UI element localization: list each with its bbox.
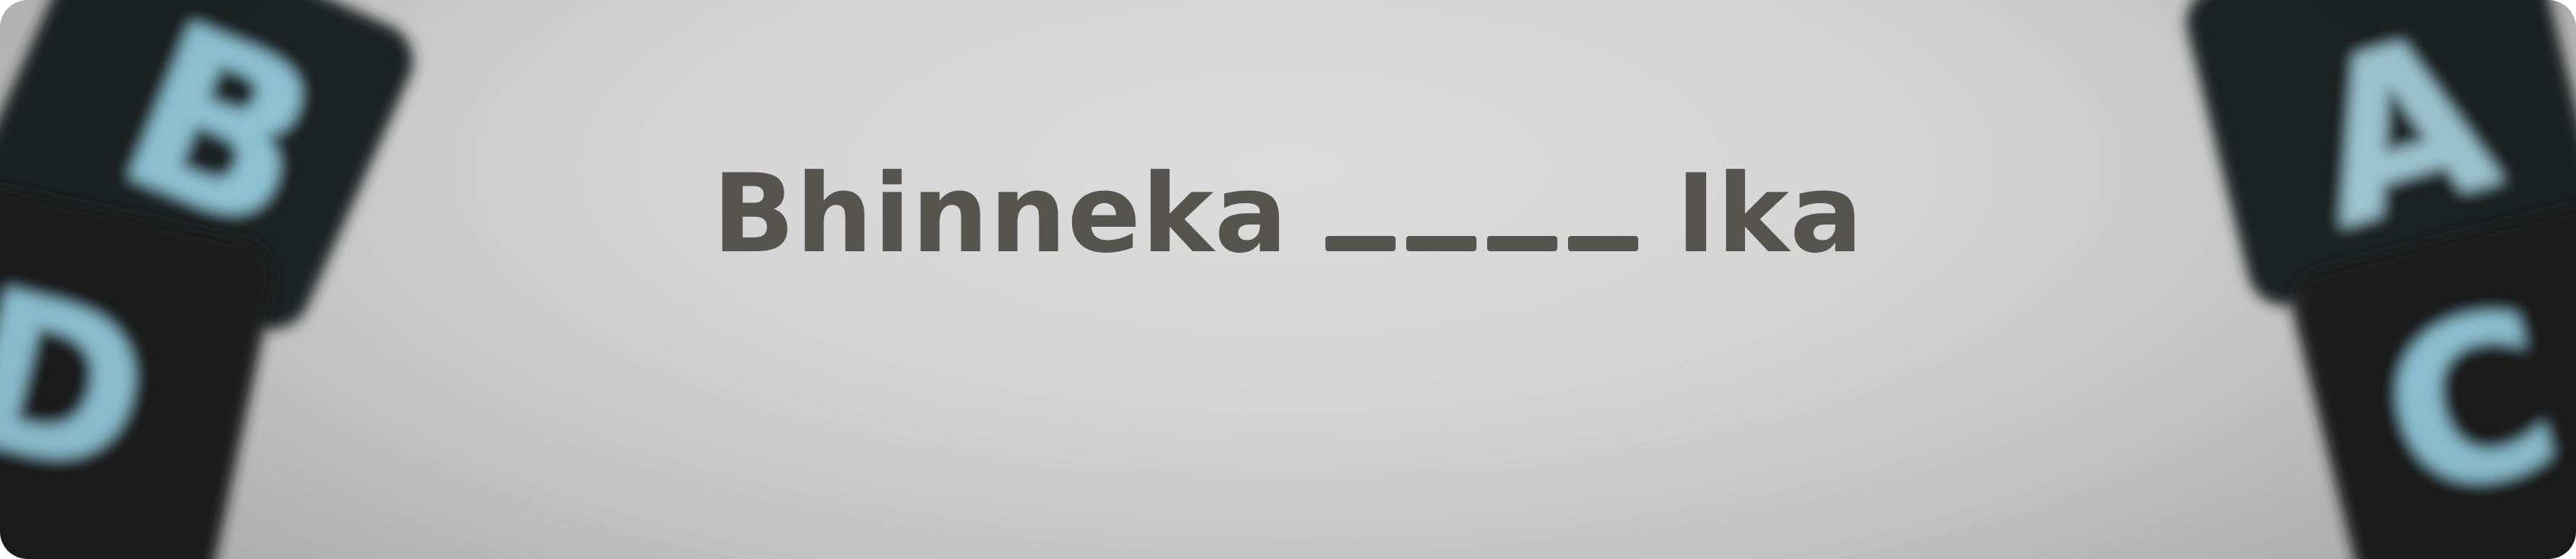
- word-before: Bhinneka: [712, 151, 1289, 277]
- word-after: Ika: [1676, 151, 1864, 277]
- blank-slot: [1568, 236, 1639, 251]
- missing-word-blanks: [1320, 160, 1644, 251]
- block-c-letter: C: [2361, 261, 2576, 550]
- blank-slot: [1406, 236, 1477, 251]
- blank-slot: [1325, 236, 1396, 251]
- blank-slot: [1487, 236, 1558, 251]
- block-d-letter: D: [0, 243, 171, 528]
- puzzle-phrase: Bhinneka Ika: [0, 160, 2576, 269]
